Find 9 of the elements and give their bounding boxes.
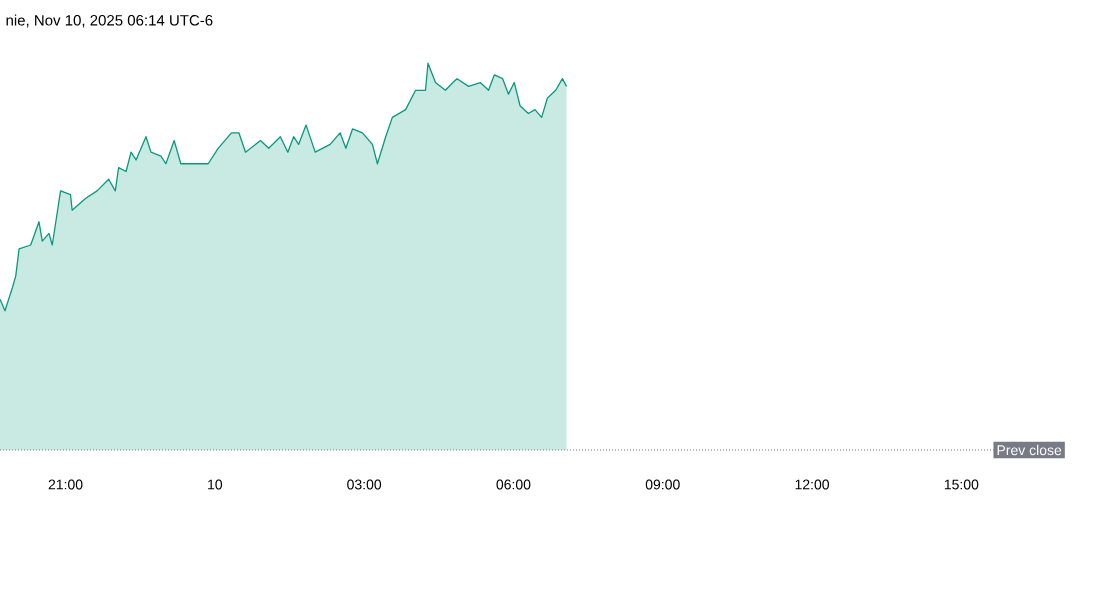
- x-tick-label: 12:00: [795, 479, 830, 490]
- x-tick-label: 21:00: [48, 479, 83, 490]
- chart-title: nie, Nov 10, 2025 06:14 UTC-6: [6, 14, 213, 28]
- x-tick-label: 03:00: [347, 479, 382, 490]
- x-tick-label: 09:00: [645, 479, 680, 490]
- x-tick-label: 10: [208, 479, 223, 490]
- x-tick-label: 06:00: [496, 479, 531, 490]
- ref-line-label: Prev close: [997, 444, 1062, 456]
- x-tick-label: 15:00: [944, 479, 979, 490]
